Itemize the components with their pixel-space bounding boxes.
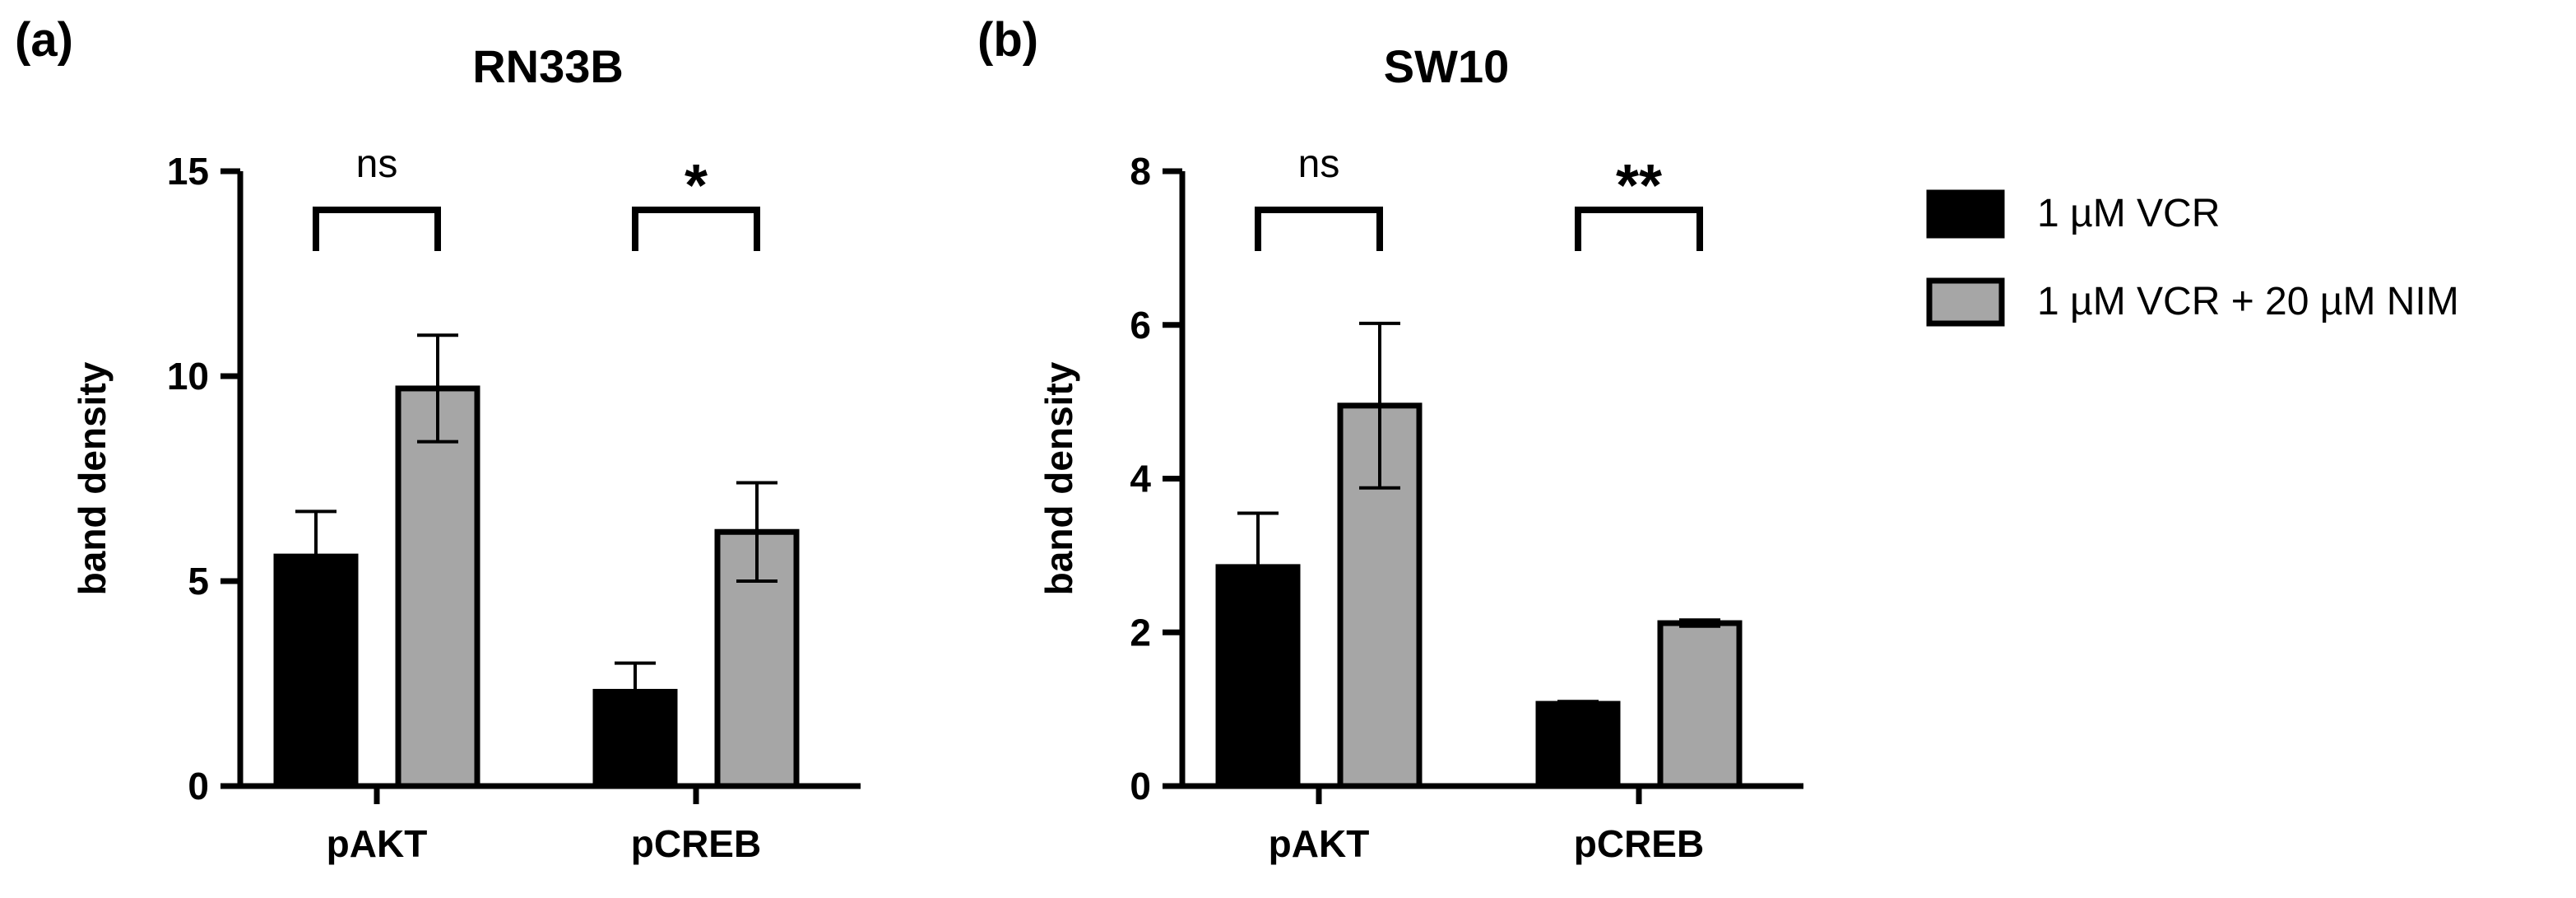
- y-tick-label: 10: [167, 355, 209, 398]
- legend-swatch: [1926, 277, 2005, 327]
- panel-b: (b) SW10 band density 0 2 4 6 8 pAKT ns pCREB **: [977, 13, 1803, 865]
- x-tick-label: pAKT: [1269, 822, 1370, 865]
- y-tick-label: 5: [188, 560, 209, 603]
- y-tick-label: 4: [1130, 458, 1151, 500]
- bar: [395, 385, 480, 789]
- significance-label: **: [1616, 153, 1662, 219]
- chart-title: RN33B: [472, 40, 624, 92]
- y-tick-label: 6: [1130, 304, 1151, 347]
- significance-bracket: [1255, 207, 1383, 251]
- x-tick-label: pAKT: [327, 822, 428, 865]
- panel-label: (a): [15, 13, 73, 67]
- bar: [1657, 620, 1743, 789]
- y-axis-title: band density: [71, 361, 114, 595]
- bar: [1535, 700, 1621, 789]
- significance-label: *: [685, 153, 708, 219]
- legend: 1 µM VCR 1 µM VCR + 20 µM NIM: [1926, 189, 2459, 327]
- significance-label: ns: [356, 142, 398, 186]
- y-tick-label: 0: [188, 765, 209, 807]
- legend-label: 1 µM VCR + 20 µM NIM: [2037, 280, 2459, 323]
- significance-bracket: [1575, 207, 1703, 251]
- y-axis-title: band density: [1037, 361, 1080, 595]
- significance-bracket: [632, 207, 760, 251]
- legend-label: 1 µM VCR: [2037, 192, 2220, 235]
- legend-swatch: [1926, 189, 2005, 239]
- x-tick-label: pCREB: [631, 822, 761, 865]
- y-tick-label: 15: [167, 150, 209, 193]
- significance-label: ns: [1298, 142, 1340, 186]
- x-tick-label: pCREB: [1574, 822, 1704, 865]
- chart-title: SW10: [1384, 40, 1510, 92]
- significance-bracket: [313, 207, 441, 251]
- y-tick-label: 8: [1130, 150, 1151, 193]
- panel-label: (b): [977, 13, 1038, 67]
- panel-a: (a) RN33B band density 0 5 10 15 pAKT ns pCREB *: [15, 13, 861, 865]
- y-tick-label: 0: [1130, 765, 1151, 807]
- y-tick-label: 2: [1130, 611, 1151, 654]
